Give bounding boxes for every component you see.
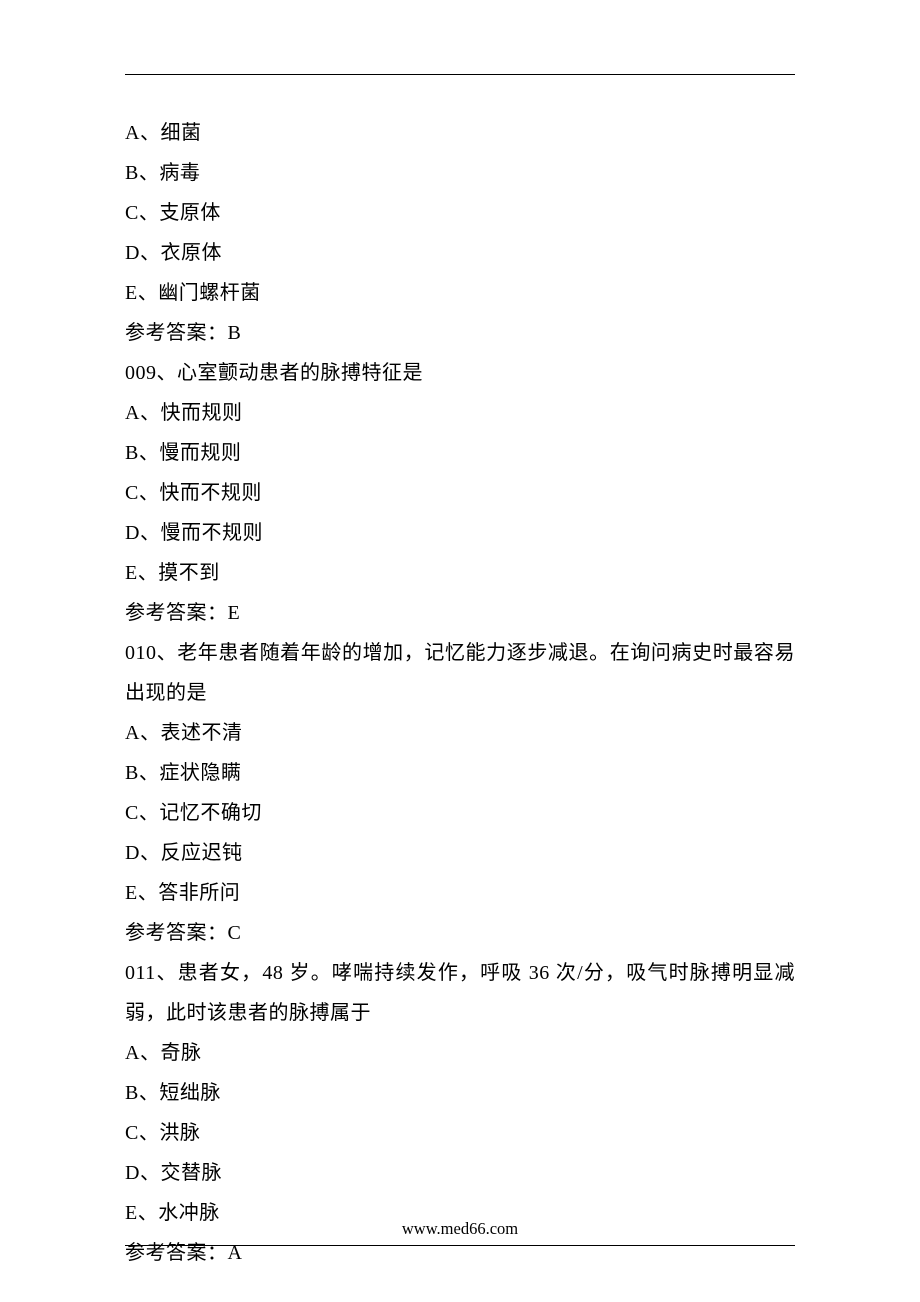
option-line: D、反应迟钝 [125, 833, 795, 873]
option-line: C、记忆不确切 [125, 793, 795, 833]
question-line: 011、患者女，48 岁。哮喘持续发作，呼吸 36 次/分，吸气时脉搏明显减弱，… [125, 953, 795, 1033]
option-line: B、症状隐瞒 [125, 753, 795, 793]
option-line: D、交替脉 [125, 1153, 795, 1193]
page-footer: www.med66.com [125, 1219, 795, 1246]
option-line: B、短绌脉 [125, 1073, 795, 1113]
option-line: D、衣原体 [125, 233, 795, 273]
option-line: B、病毒 [125, 153, 795, 193]
option-line: A、奇脉 [125, 1033, 795, 1073]
footer-url: www.med66.com [402, 1219, 518, 1238]
option-line: A、快而规则 [125, 393, 795, 433]
question-line: 009、心室颤动患者的脉搏特征是 [125, 353, 795, 393]
option-line: C、支原体 [125, 193, 795, 233]
answer-line: 参考答案：C [125, 913, 795, 953]
option-line: C、洪脉 [125, 1113, 795, 1153]
option-line: B、慢而规则 [125, 433, 795, 473]
top-horizontal-rule [125, 74, 795, 75]
option-line: C、快而不规则 [125, 473, 795, 513]
question-line: 010、老年患者随着年龄的增加，记忆能力逐步减退。在询问病史时最容易出现的是 [125, 633, 795, 713]
option-line: D、慢而不规则 [125, 513, 795, 553]
option-line: E、幽门螺杆菌 [125, 273, 795, 313]
page: A、细菌 B、病毒 C、支原体 D、衣原体 E、幽门螺杆菌 参考答案：B 009… [0, 0, 920, 1302]
answer-line: 参考答案：E [125, 593, 795, 633]
option-line: A、表述不清 [125, 713, 795, 753]
option-line: E、答非所问 [125, 873, 795, 913]
option-line: A、细菌 [125, 113, 795, 153]
bottom-horizontal-rule [125, 1245, 795, 1246]
answer-line: 参考答案：B [125, 313, 795, 353]
document-content: A、细菌 B、病毒 C、支原体 D、衣原体 E、幽门螺杆菌 参考答案：B 009… [125, 113, 795, 1273]
option-line: E、摸不到 [125, 553, 795, 593]
